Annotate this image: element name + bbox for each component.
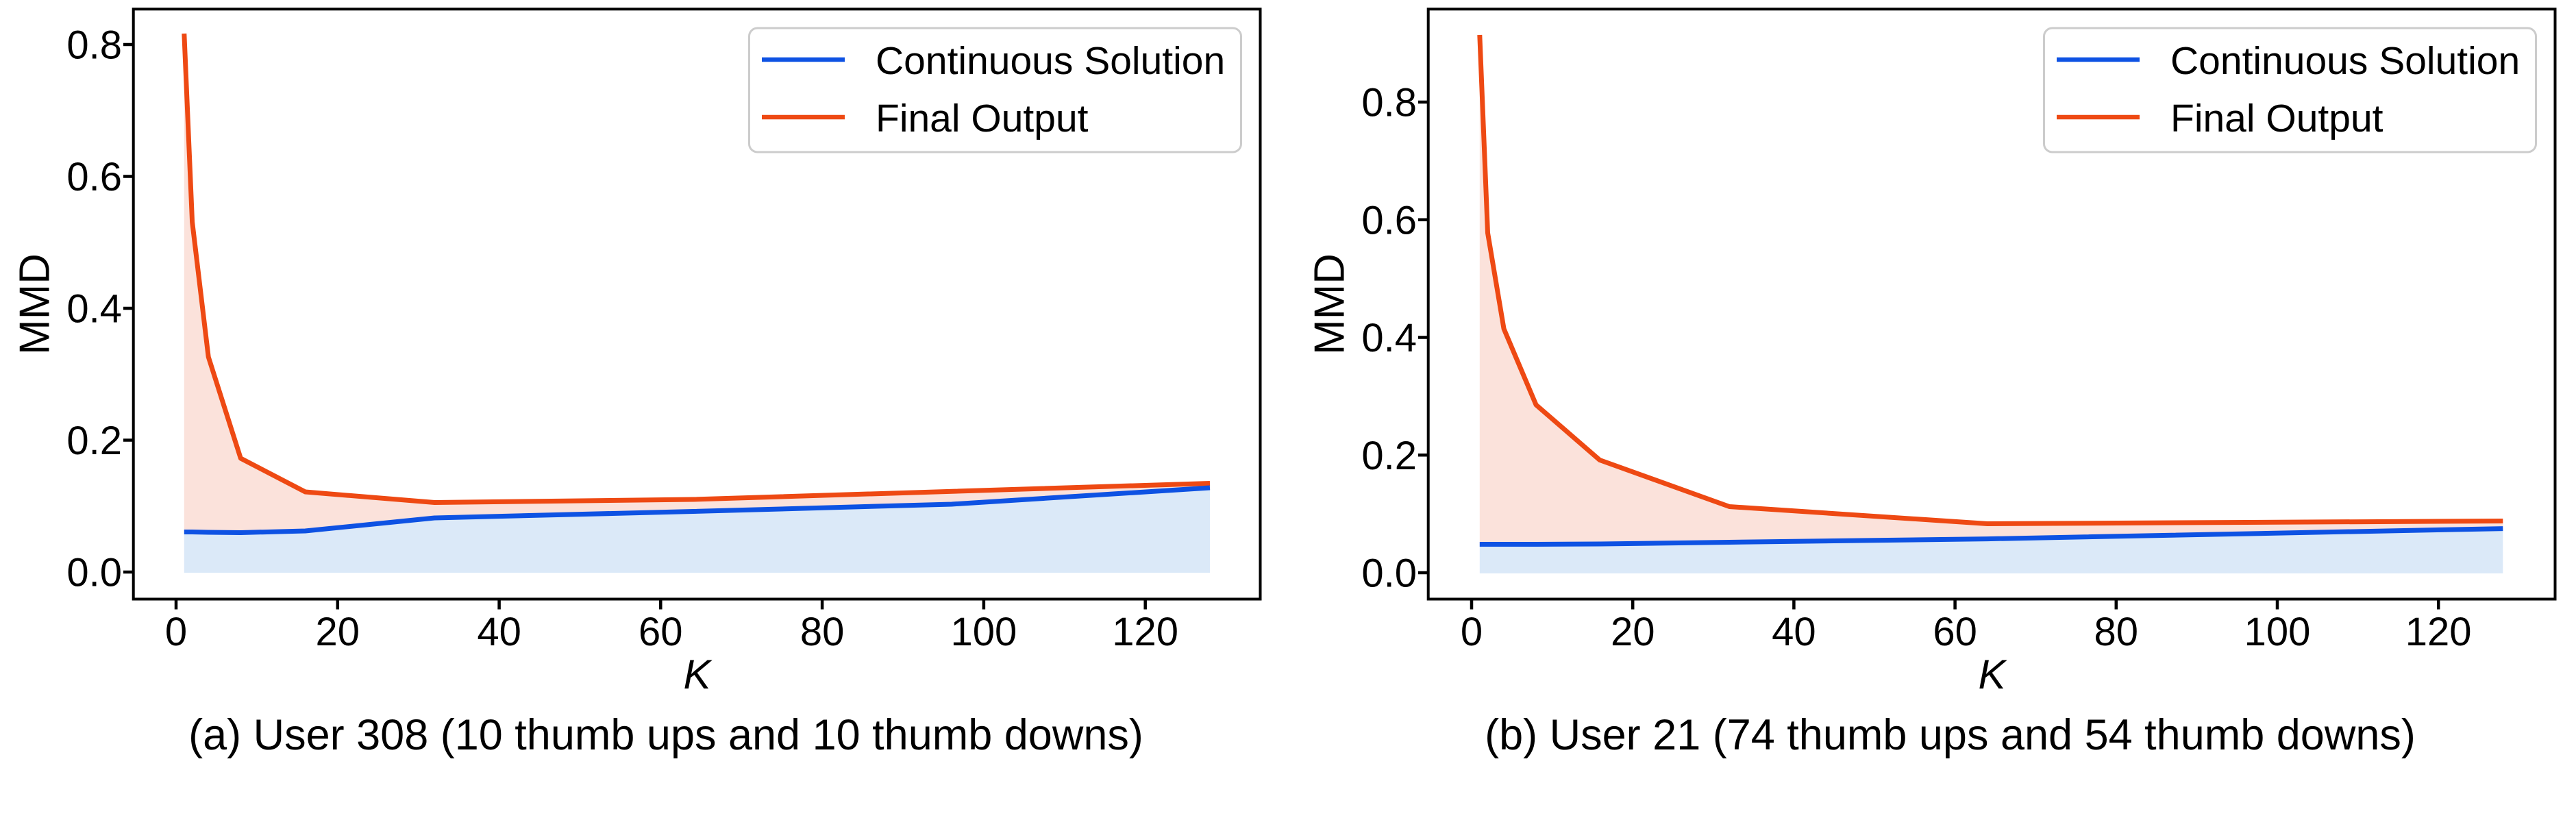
svg-text:0.6: 0.6 — [1361, 198, 1417, 243]
svg-text:40: 40 — [1772, 610, 1816, 654]
svg-text:80: 80 — [800, 610, 845, 654]
svg-text:0: 0 — [165, 610, 187, 654]
svg-text:100: 100 — [2244, 610, 2311, 654]
svg-text:0.2: 0.2 — [1361, 434, 1417, 478]
svg-text:0.6: 0.6 — [66, 155, 122, 199]
svg-text:120: 120 — [1112, 610, 1178, 654]
svg-text:0.8: 0.8 — [66, 23, 122, 68]
svg-text:0.2: 0.2 — [66, 419, 122, 463]
svg-text:Final Output: Final Output — [876, 97, 1089, 140]
svg-text:0.8: 0.8 — [1361, 81, 1417, 125]
svg-text:MMD: MMD — [1306, 253, 1354, 355]
svg-text:60: 60 — [1933, 610, 1977, 654]
svg-text:K: K — [683, 652, 713, 697]
svg-text:Continuous Solution: Continuous Solution — [2170, 39, 2520, 83]
svg-text:MMD: MMD — [12, 253, 59, 355]
svg-text:80: 80 — [2094, 610, 2139, 654]
svg-text:K: K — [1978, 652, 2007, 697]
svg-text:20: 20 — [1611, 610, 1655, 654]
svg-text:Continuous Solution: Continuous Solution — [876, 39, 1225, 83]
svg-text:100: 100 — [951, 610, 1017, 654]
svg-text:0.0: 0.0 — [1361, 551, 1417, 596]
svg-text:20: 20 — [316, 610, 360, 654]
svg-text:Final Output: Final Output — [2170, 97, 2383, 140]
svg-text:0: 0 — [1461, 610, 1483, 654]
svg-text:(b) User 21 (74 thumb ups and: (b) User 21 (74 thumb ups and 54 thumb d… — [1485, 711, 2416, 759]
svg-text:40: 40 — [477, 610, 521, 654]
svg-text:0.4: 0.4 — [66, 287, 122, 332]
svg-text:120: 120 — [2405, 610, 2472, 654]
svg-text:0.0: 0.0 — [66, 551, 122, 595]
svg-text:(a) User 308 (10 thumb ups and: (a) User 308 (10 thumb ups and 10 thumb … — [188, 711, 1143, 759]
svg-text:0.4: 0.4 — [1361, 316, 1417, 360]
svg-text:60: 60 — [639, 610, 683, 654]
